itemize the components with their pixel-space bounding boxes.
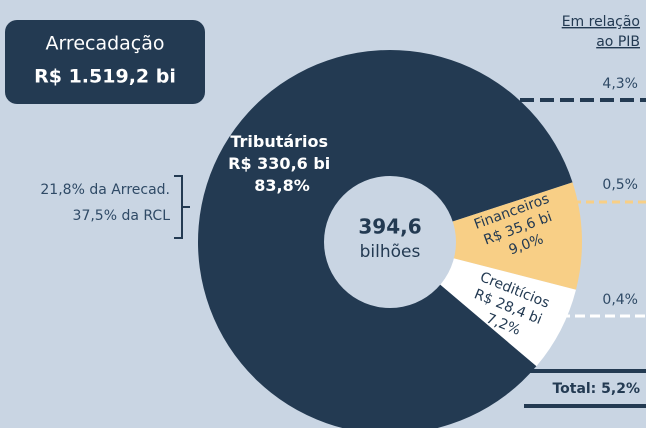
pib-total: Total: 5,2%: [552, 381, 640, 397]
total-box: [5, 20, 205, 104]
pib-header: ao PIB: [596, 34, 640, 50]
center-value: 394,6: [358, 215, 421, 239]
percent-label: 83,8%: [254, 176, 310, 195]
left-note: 37,5% da RCL: [73, 208, 171, 224]
pib-label: 0,5%: [602, 177, 638, 193]
bracket: [174, 175, 190, 239]
slice-label: Tributários R$ 330,6 bi 83,8%: [228, 132, 336, 195]
pib-label: 4,3%: [602, 76, 638, 92]
center-unit: bilhões: [360, 242, 421, 262]
category: Tributários: [230, 132, 328, 151]
pib-header: Em relação: [562, 14, 640, 30]
slice: [390, 182, 582, 290]
value-label: R$ 330,6 bi: [228, 154, 330, 173]
left-note: 21,8% da Arrecad.: [40, 182, 170, 198]
box-title: Arrecadação: [45, 33, 164, 55]
pib-label: 0,4%: [602, 292, 638, 308]
donut-hole: [324, 176, 456, 308]
box-value: R$ 1.519,2 bi: [34, 66, 176, 88]
